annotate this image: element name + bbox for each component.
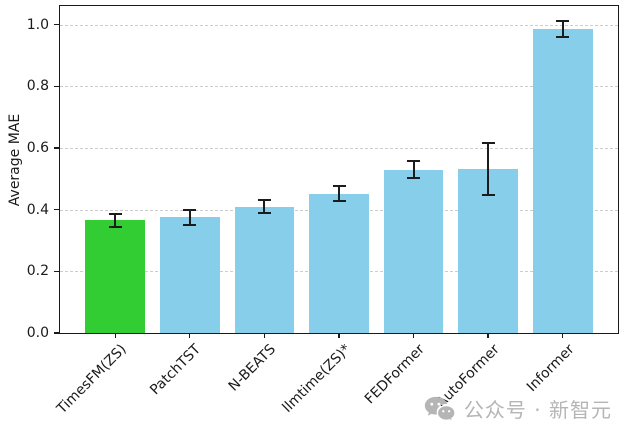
x-tick: [412, 333, 415, 338]
gridline: [60, 86, 618, 88]
error-bar: [338, 186, 340, 201]
y-axis-label: Average MAE: [7, 113, 23, 207]
error-bar: [188, 209, 191, 225]
error-bar-cap: [257, 211, 271, 214]
bar: [85, 220, 146, 333]
x-tick: [562, 333, 564, 338]
error-bar-cap: [183, 208, 197, 211]
bar: [383, 169, 444, 333]
y-tick-label: 0.2: [26, 263, 49, 280]
plot-area: 0.0 0.2 0.4 0.6 0.8 1.0 TimesFM(ZS) PatchTST N-B…: [27, 5, 619, 417]
y-tick: [53, 270, 59, 272]
x-tick-label: Informer: [523, 341, 578, 396]
x-tick: [263, 333, 266, 338]
bar: [159, 217, 220, 333]
bar: [458, 168, 519, 333]
y-tick-label: 0.8: [26, 78, 49, 95]
y-tick: [53, 147, 59, 149]
x-tick-label: TimesFM(ZS): [54, 341, 130, 418]
error-bar-cap: [407, 160, 421, 163]
error-bar-cap: [481, 194, 495, 197]
bar: [234, 206, 295, 333]
error-bar-cap: [332, 199, 346, 202]
error-bar-cap: [481, 141, 495, 144]
error-bar: [487, 142, 490, 196]
error-bar-cap: [407, 176, 421, 179]
y-tick: [53, 208, 59, 211]
x-tick: [487, 333, 489, 338]
x-tick-label: N-BEATS: [225, 341, 280, 395]
error-bar: [561, 21, 564, 37]
x-tick: [338, 333, 340, 338]
y-tick-label: 0.0: [26, 325, 49, 341]
error-bar-cap: [556, 35, 570, 38]
error-bar-cap: [183, 223, 197, 226]
y-tick-label: 0.6: [26, 139, 49, 156]
x-tick: [189, 333, 191, 338]
y-tick: [53, 85, 59, 87]
error-bar: [412, 161, 415, 178]
x-tick-label: llmtime(ZS)*: [279, 341, 354, 416]
y-tick-label: 0.4: [26, 201, 49, 218]
error-bar-cap: [556, 20, 570, 23]
bar: [309, 193, 369, 333]
x-tick-label: FEDFormer: [362, 341, 429, 408]
error-bar-cap: [332, 185, 346, 188]
y-tick: [53, 332, 59, 334]
y-tick-label: 1.0: [26, 16, 49, 33]
error-bar: [263, 200, 266, 213]
error-bar: [114, 213, 117, 228]
error-bar-cap: [257, 199, 271, 202]
wechat-icon: [424, 396, 455, 422]
x-tick-label: PatchTST: [147, 341, 205, 399]
error-bar-cap: [108, 212, 122, 215]
x-tick: [114, 333, 116, 338]
gridline: [60, 147, 618, 149]
error-bar-cap: [108, 226, 122, 229]
gridline: [60, 24, 618, 26]
watermark: 公众号 · 新智元: [424, 394, 612, 423]
y-tick: [53, 23, 59, 26]
bar: [532, 29, 593, 333]
watermark-text: 公众号 · 新智元: [463, 398, 612, 422]
